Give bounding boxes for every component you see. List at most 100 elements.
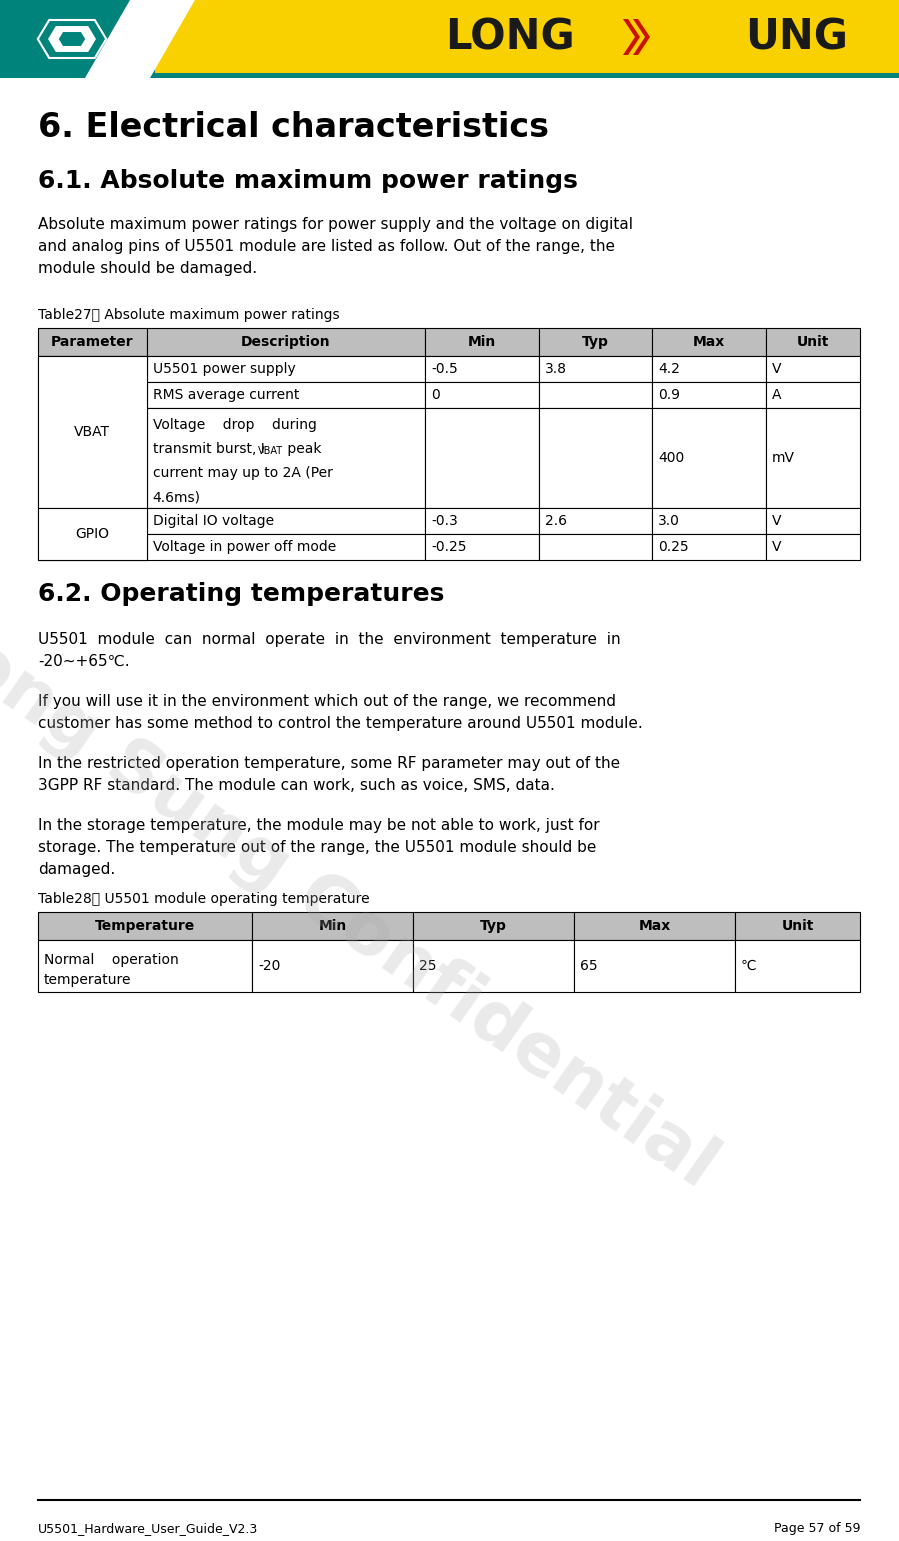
Text: 6.2. Operating temperatures: 6.2. Operating temperatures (38, 582, 444, 606)
Text: Max: Max (693, 334, 725, 348)
Text: Unit: Unit (797, 334, 829, 348)
Bar (253, 912, 414, 940)
Bar (574, 940, 734, 992)
Bar (38, 535, 147, 559)
Bar (734, 912, 860, 940)
Text: 4.2: 4.2 (658, 362, 680, 376)
Text: 4.6ms): 4.6ms) (153, 490, 200, 504)
Bar (652, 356, 766, 382)
Text: Absolute maximum power ratings for power supply and the voltage on digital: Absolute maximum power ratings for power… (38, 217, 633, 233)
Bar (414, 912, 574, 940)
Text: UNG: UNG (745, 15, 848, 59)
Text: damaged.: damaged. (38, 861, 115, 877)
Text: Voltage in power off mode: Voltage in power off mode (153, 539, 336, 555)
Bar (766, 509, 860, 535)
Text: In the storage temperature, the module may be not able to work, just for: In the storage temperature, the module m… (38, 818, 600, 834)
Bar (414, 940, 574, 992)
Bar (147, 408, 425, 509)
Text: In the restricted operation temperature, some RF parameter may out of the: In the restricted operation temperature,… (38, 757, 620, 770)
Text: Voltage    drop    during: Voltage drop during (153, 418, 316, 431)
Text: transmit burst, I: transmit burst, I (153, 442, 264, 456)
Bar (766, 408, 860, 509)
Polygon shape (633, 18, 650, 55)
Text: Temperature: Temperature (95, 918, 195, 932)
Text: -20~+65℃.: -20~+65℃. (38, 653, 129, 669)
Text: 6.1. Absolute maximum power ratings: 6.1. Absolute maximum power ratings (38, 170, 578, 193)
Text: VBAT: VBAT (75, 425, 111, 439)
Bar (253, 940, 414, 992)
Bar (425, 509, 539, 535)
Bar (425, 535, 539, 559)
Text: RMS average current: RMS average current (153, 388, 299, 402)
Text: 3.0: 3.0 (658, 515, 680, 529)
Text: module should be damaged.: module should be damaged. (38, 260, 257, 276)
Bar (766, 382, 860, 408)
Polygon shape (38, 20, 106, 59)
Text: Long Sung Confidential: Long Sung Confidential (0, 598, 730, 1202)
Text: Parameter: Parameter (51, 334, 134, 348)
Bar (147, 356, 425, 382)
Text: 0.25: 0.25 (658, 539, 689, 555)
Text: storage. The temperature out of the range, the U5501 module should be: storage. The temperature out of the rang… (38, 840, 596, 855)
Bar (38, 940, 253, 992)
Text: V: V (771, 362, 781, 376)
Bar (147, 535, 425, 559)
Bar (425, 328, 539, 356)
Text: If you will use it in the environment which out of the range, we recommend: If you will use it in the environment wh… (38, 693, 616, 709)
Polygon shape (85, 0, 195, 79)
Bar (38, 509, 147, 559)
Bar (147, 509, 425, 535)
Text: Normal    operation: Normal operation (44, 952, 179, 968)
Bar (38, 509, 147, 535)
Bar (0, 0, 155, 79)
Text: mV: mV (771, 452, 795, 465)
Bar (38, 382, 147, 408)
Text: Table28： U5501 module operating temperature: Table28： U5501 module operating temperat… (38, 892, 369, 906)
Bar (539, 356, 652, 382)
Text: 6. Electrical characteristics: 6. Electrical characteristics (38, 111, 549, 143)
Text: VBAT: VBAT (258, 445, 283, 456)
Text: -0.25: -0.25 (432, 539, 467, 555)
Bar (38, 356, 147, 382)
Text: A: A (771, 388, 781, 402)
Text: 2.6: 2.6 (545, 515, 566, 529)
Text: temperature: temperature (44, 972, 131, 986)
Bar (734, 940, 860, 992)
Bar (539, 535, 652, 559)
Text: Max: Max (638, 918, 671, 932)
Bar (574, 912, 734, 940)
Polygon shape (623, 18, 640, 55)
Text: 400: 400 (658, 452, 684, 465)
Bar (38, 912, 253, 940)
Bar (539, 382, 652, 408)
Text: 0: 0 (432, 388, 441, 402)
Bar (147, 328, 425, 356)
Bar (0, 0, 899, 79)
Text: V: V (771, 539, 781, 555)
Text: U5501 power supply: U5501 power supply (153, 362, 296, 376)
Bar (766, 535, 860, 559)
Text: 3GPP RF standard. The module can work, such as voice, SMS, data.: 3GPP RF standard. The module can work, s… (38, 778, 555, 794)
Text: -0.3: -0.3 (432, 515, 458, 529)
Text: 65: 65 (580, 959, 598, 972)
Bar (652, 408, 766, 509)
Text: U5501  module  can  normal  operate  in  the  environment  temperature  in: U5501 module can normal operate in the e… (38, 632, 620, 647)
Bar (766, 356, 860, 382)
Text: GPIO: GPIO (76, 527, 110, 541)
Bar (425, 382, 539, 408)
Text: 3.8: 3.8 (545, 362, 566, 376)
Text: 0.9: 0.9 (658, 388, 681, 402)
Polygon shape (58, 31, 86, 46)
Text: ℃: ℃ (741, 959, 757, 972)
Text: Digital IO voltage: Digital IO voltage (153, 515, 274, 529)
Text: 25: 25 (419, 959, 437, 972)
Bar (38, 356, 147, 509)
Bar (652, 328, 766, 356)
Bar (652, 535, 766, 559)
Text: U5501_Hardware_User_Guide_V2.3: U5501_Hardware_User_Guide_V2.3 (38, 1523, 258, 1535)
Text: customer has some method to control the temperature around U5501 module.: customer has some method to control the … (38, 717, 643, 730)
Bar (38, 328, 147, 356)
Text: LONG: LONG (445, 15, 575, 59)
Bar (425, 408, 539, 509)
Text: Typ: Typ (480, 918, 507, 932)
